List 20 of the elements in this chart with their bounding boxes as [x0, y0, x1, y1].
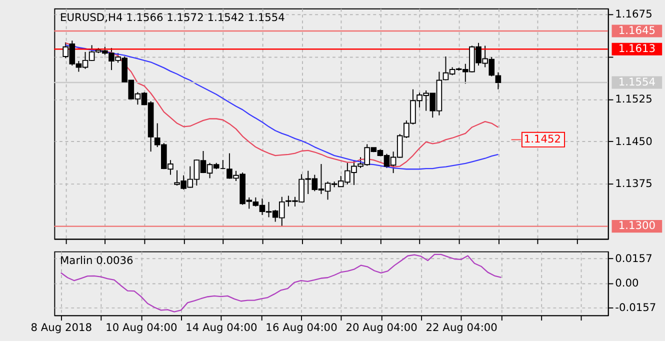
x-tick-label: 16 Aug 04:00	[266, 321, 338, 334]
chart-title: EURUSD,H4 1.1566 1.1572 1.1542 1.1554	[60, 10, 286, 24]
ref-line-label: 1.1300	[618, 219, 656, 232]
ref-line-label: 1.1645	[618, 24, 656, 37]
y-tick-label: -0.0157	[615, 301, 656, 314]
line-series	[60, 254, 502, 312]
y-tick-label: 0.0157	[615, 252, 652, 265]
y-tick-label: 1.1525	[615, 92, 652, 106]
text: 1.1452	[524, 132, 562, 146]
y-tick-label: 1.1450	[615, 134, 653, 148]
x-tick-label: 10 Aug 04:00	[106, 321, 178, 334]
y-tick-label: 0.00	[615, 276, 640, 290]
y-tick-label: 1.1675	[615, 7, 652, 20]
x-tick-label: 8 Aug 2018	[30, 321, 92, 334]
chart-title: Marlin 0.0036	[60, 254, 134, 267]
x-tick-label: 22 Aug 04:00	[426, 321, 498, 334]
x-tick-label: 20 Aug 04:00	[346, 321, 418, 334]
ref-line-label: 1.1613	[618, 42, 656, 56]
y-tick-label: 1.1375	[615, 177, 652, 190]
x-tick-label: 14 Aug 04:00	[186, 321, 258, 334]
